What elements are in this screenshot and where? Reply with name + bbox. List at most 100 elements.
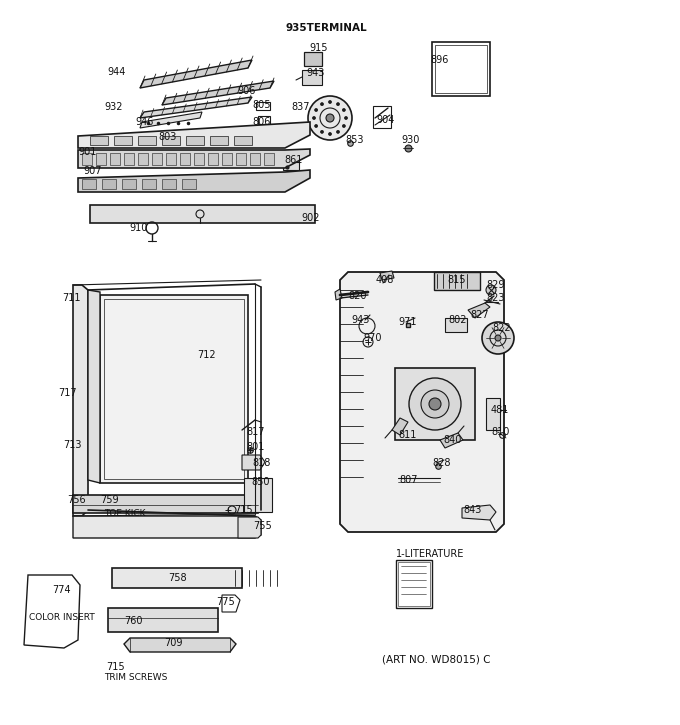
Text: 840: 840 bbox=[443, 435, 461, 445]
Text: 810: 810 bbox=[491, 427, 509, 437]
Bar bbox=[108, 608, 218, 632]
Bar bbox=[396, 560, 432, 608]
Bar bbox=[90, 136, 108, 145]
Text: 837: 837 bbox=[291, 102, 309, 112]
Polygon shape bbox=[140, 97, 252, 118]
Text: 715: 715 bbox=[234, 505, 253, 515]
Text: 774: 774 bbox=[52, 585, 71, 595]
Bar bbox=[102, 179, 116, 189]
Text: 935TERMINAL: 935TERMINAL bbox=[285, 23, 367, 33]
Text: 759: 759 bbox=[100, 495, 118, 505]
Text: 802: 802 bbox=[448, 315, 466, 325]
Text: 805: 805 bbox=[252, 100, 271, 110]
Polygon shape bbox=[335, 289, 342, 300]
Bar bbox=[110, 153, 120, 165]
Bar bbox=[264, 153, 274, 165]
Bar bbox=[234, 136, 252, 145]
Bar bbox=[96, 153, 106, 165]
Circle shape bbox=[409, 378, 461, 430]
Circle shape bbox=[328, 133, 332, 136]
Circle shape bbox=[421, 390, 449, 418]
Text: 943: 943 bbox=[306, 68, 324, 78]
Circle shape bbox=[342, 125, 345, 128]
Bar bbox=[373, 106, 391, 128]
Text: 850: 850 bbox=[251, 477, 269, 487]
Text: 828: 828 bbox=[432, 458, 450, 468]
Text: 943: 943 bbox=[351, 315, 369, 325]
Bar bbox=[82, 153, 92, 165]
Text: 853: 853 bbox=[345, 135, 364, 145]
Bar bbox=[124, 153, 134, 165]
Circle shape bbox=[495, 335, 501, 341]
Text: 801: 801 bbox=[246, 442, 265, 452]
Bar bbox=[142, 179, 156, 189]
Text: 896: 896 bbox=[430, 55, 448, 65]
Bar bbox=[258, 116, 270, 124]
Bar bbox=[210, 136, 228, 145]
Circle shape bbox=[326, 114, 334, 122]
Text: 817: 817 bbox=[246, 427, 265, 437]
Polygon shape bbox=[78, 122, 310, 148]
Polygon shape bbox=[73, 285, 88, 516]
Text: 971: 971 bbox=[398, 317, 416, 327]
Polygon shape bbox=[242, 455, 265, 470]
Text: 823: 823 bbox=[486, 293, 505, 303]
Bar bbox=[182, 179, 196, 189]
Text: 775: 775 bbox=[216, 597, 235, 607]
Text: 481: 481 bbox=[491, 405, 509, 415]
Text: 755: 755 bbox=[253, 521, 272, 531]
Text: 711: 711 bbox=[62, 293, 80, 303]
Text: 910: 910 bbox=[129, 223, 148, 233]
Circle shape bbox=[308, 96, 352, 140]
Bar bbox=[236, 153, 246, 165]
Bar bbox=[90, 205, 315, 223]
Text: 803: 803 bbox=[158, 132, 176, 142]
Polygon shape bbox=[462, 505, 496, 520]
Polygon shape bbox=[140, 112, 202, 128]
Text: 715: 715 bbox=[106, 662, 124, 672]
Bar bbox=[166, 153, 176, 165]
Bar bbox=[435, 45, 487, 93]
Bar bbox=[73, 495, 258, 513]
Text: 760: 760 bbox=[124, 616, 143, 626]
Bar bbox=[395, 368, 475, 440]
Text: 713: 713 bbox=[63, 440, 82, 450]
Bar bbox=[302, 70, 322, 85]
Bar bbox=[398, 562, 430, 606]
Bar bbox=[162, 179, 176, 189]
Bar bbox=[112, 568, 242, 588]
Polygon shape bbox=[73, 516, 261, 538]
Polygon shape bbox=[340, 272, 504, 532]
Bar bbox=[208, 153, 218, 165]
Text: COLOR INSERT: COLOR INSERT bbox=[29, 613, 95, 623]
Text: 944: 944 bbox=[107, 67, 125, 77]
Bar bbox=[283, 162, 299, 170]
Text: 712: 712 bbox=[197, 350, 216, 360]
Circle shape bbox=[429, 398, 441, 410]
Bar bbox=[100, 295, 248, 483]
Circle shape bbox=[315, 125, 318, 128]
Circle shape bbox=[328, 101, 332, 104]
Polygon shape bbox=[78, 170, 310, 192]
Text: 815: 815 bbox=[447, 275, 466, 285]
Polygon shape bbox=[392, 418, 408, 435]
Bar bbox=[122, 179, 136, 189]
Circle shape bbox=[313, 117, 316, 120]
Bar bbox=[250, 153, 260, 165]
Polygon shape bbox=[88, 290, 100, 483]
Text: 970: 970 bbox=[363, 333, 381, 343]
Text: TRIM SCREWS: TRIM SCREWS bbox=[104, 674, 167, 682]
Text: 843: 843 bbox=[463, 505, 481, 515]
Text: 709: 709 bbox=[164, 638, 182, 648]
Bar bbox=[194, 153, 204, 165]
Bar bbox=[172, 130, 212, 142]
Circle shape bbox=[342, 109, 345, 112]
Bar bbox=[434, 272, 480, 290]
Bar bbox=[222, 153, 232, 165]
Text: 758: 758 bbox=[168, 573, 186, 583]
Text: 907: 907 bbox=[83, 166, 101, 176]
Text: 930: 930 bbox=[401, 135, 420, 145]
Bar bbox=[432, 42, 490, 96]
Text: 820: 820 bbox=[348, 291, 367, 301]
Bar bbox=[304, 52, 322, 66]
